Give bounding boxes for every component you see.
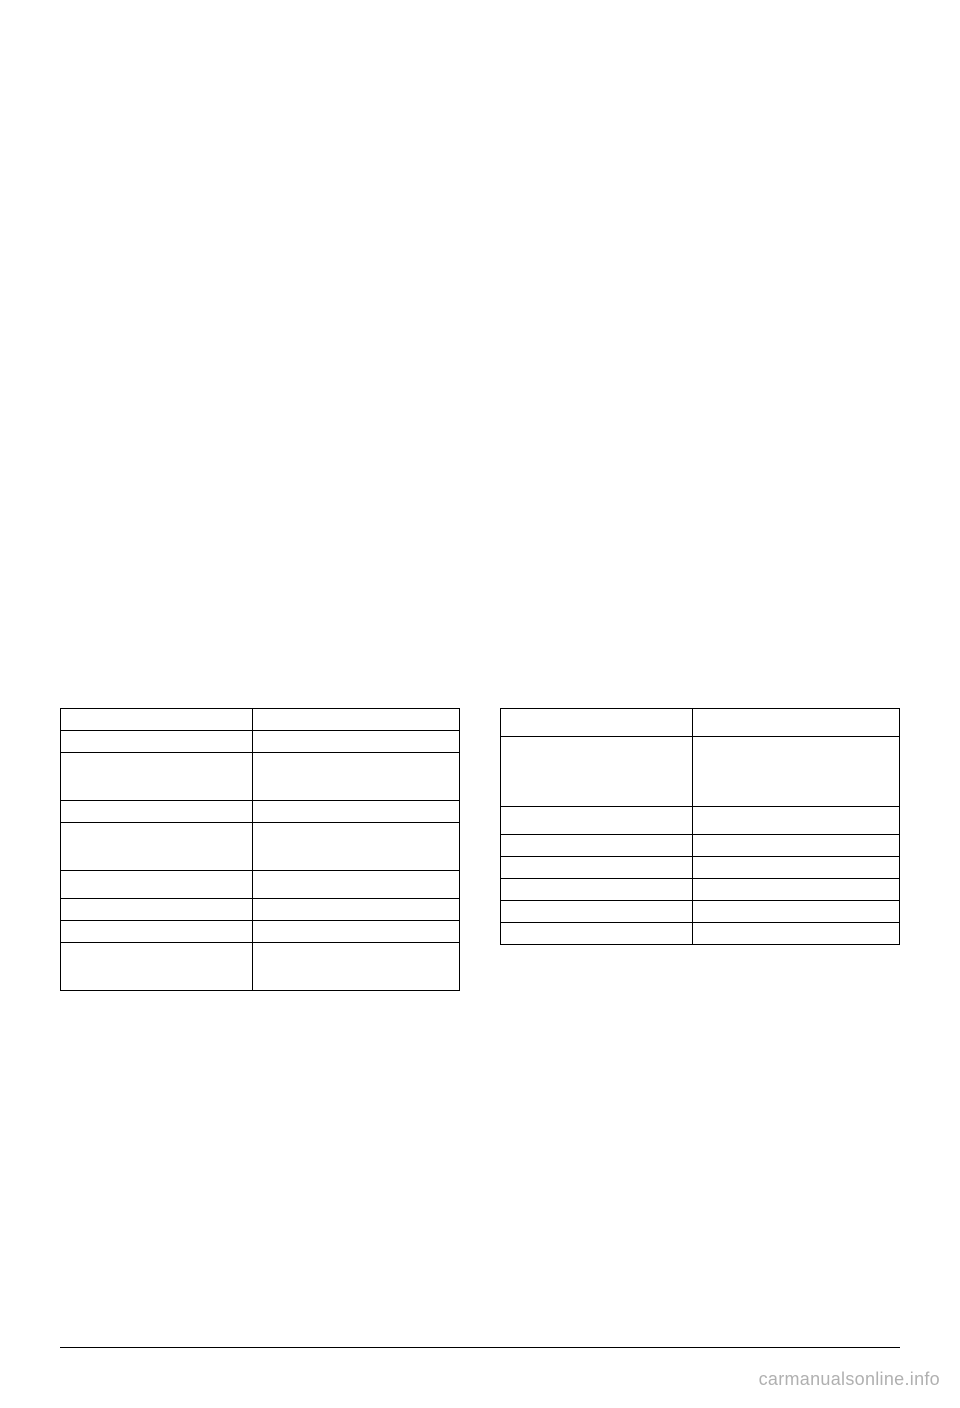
left-table-cell xyxy=(61,801,253,823)
right-table-cell xyxy=(692,737,899,807)
right-table-cell xyxy=(501,807,693,835)
left-table-cell xyxy=(61,943,253,991)
right-table-header xyxy=(500,690,900,708)
left-table-row xyxy=(61,899,460,921)
right-table-row xyxy=(501,879,900,901)
right-table-cell xyxy=(692,807,899,835)
right-table-block xyxy=(500,690,900,991)
left-table-cell xyxy=(252,921,459,943)
left-table-row xyxy=(61,871,460,899)
right-table-cell xyxy=(692,857,899,879)
right-table-row xyxy=(501,709,900,737)
right-table-cell xyxy=(501,737,693,807)
left-table-row xyxy=(61,753,460,801)
left-table-cell xyxy=(252,801,459,823)
right-table-cell xyxy=(692,879,899,901)
left-table-row xyxy=(61,731,460,753)
right-table-cell xyxy=(692,835,899,857)
right-table-cell xyxy=(692,709,899,737)
watermark-text: carmanualsonline.info xyxy=(759,1369,940,1390)
left-table-header xyxy=(60,690,460,708)
right-table-row xyxy=(501,901,900,923)
right-table-row xyxy=(501,835,900,857)
left-table-cell xyxy=(252,943,459,991)
right-table xyxy=(500,708,900,945)
left-table-cell xyxy=(252,753,459,801)
left-table-cell xyxy=(61,871,253,899)
right-table-cell xyxy=(501,879,693,901)
right-table-cell xyxy=(501,709,693,737)
left-table-row xyxy=(61,709,460,731)
left-table-row xyxy=(61,823,460,871)
footer-rule xyxy=(60,1347,900,1348)
header-blank-area xyxy=(60,50,900,690)
left-table-cell xyxy=(61,709,253,731)
left-table-cell xyxy=(252,823,459,871)
left-table-cell xyxy=(252,709,459,731)
right-table-cell xyxy=(501,923,693,945)
right-table-cell xyxy=(501,901,693,923)
left-table-cell xyxy=(61,823,253,871)
left-table-block xyxy=(60,690,460,991)
left-table-row xyxy=(61,943,460,991)
right-table-row xyxy=(501,923,900,945)
page xyxy=(60,50,900,1308)
right-table-cell xyxy=(501,857,693,879)
left-table xyxy=(60,708,460,991)
left-table-cell xyxy=(61,899,253,921)
right-table-row xyxy=(501,857,900,879)
right-table-cell xyxy=(692,901,899,923)
left-table-cell xyxy=(61,731,253,753)
right-table-cell xyxy=(501,835,693,857)
left-table-row xyxy=(61,801,460,823)
left-table-cell xyxy=(252,871,459,899)
right-table-cell xyxy=(692,923,899,945)
left-table-cell xyxy=(252,731,459,753)
left-table-row xyxy=(61,921,460,943)
tables-container xyxy=(60,690,900,991)
left-table-cell xyxy=(61,921,253,943)
left-table-cell xyxy=(61,753,253,801)
right-table-row xyxy=(501,807,900,835)
left-table-cell xyxy=(252,899,459,921)
right-table-row xyxy=(501,737,900,807)
